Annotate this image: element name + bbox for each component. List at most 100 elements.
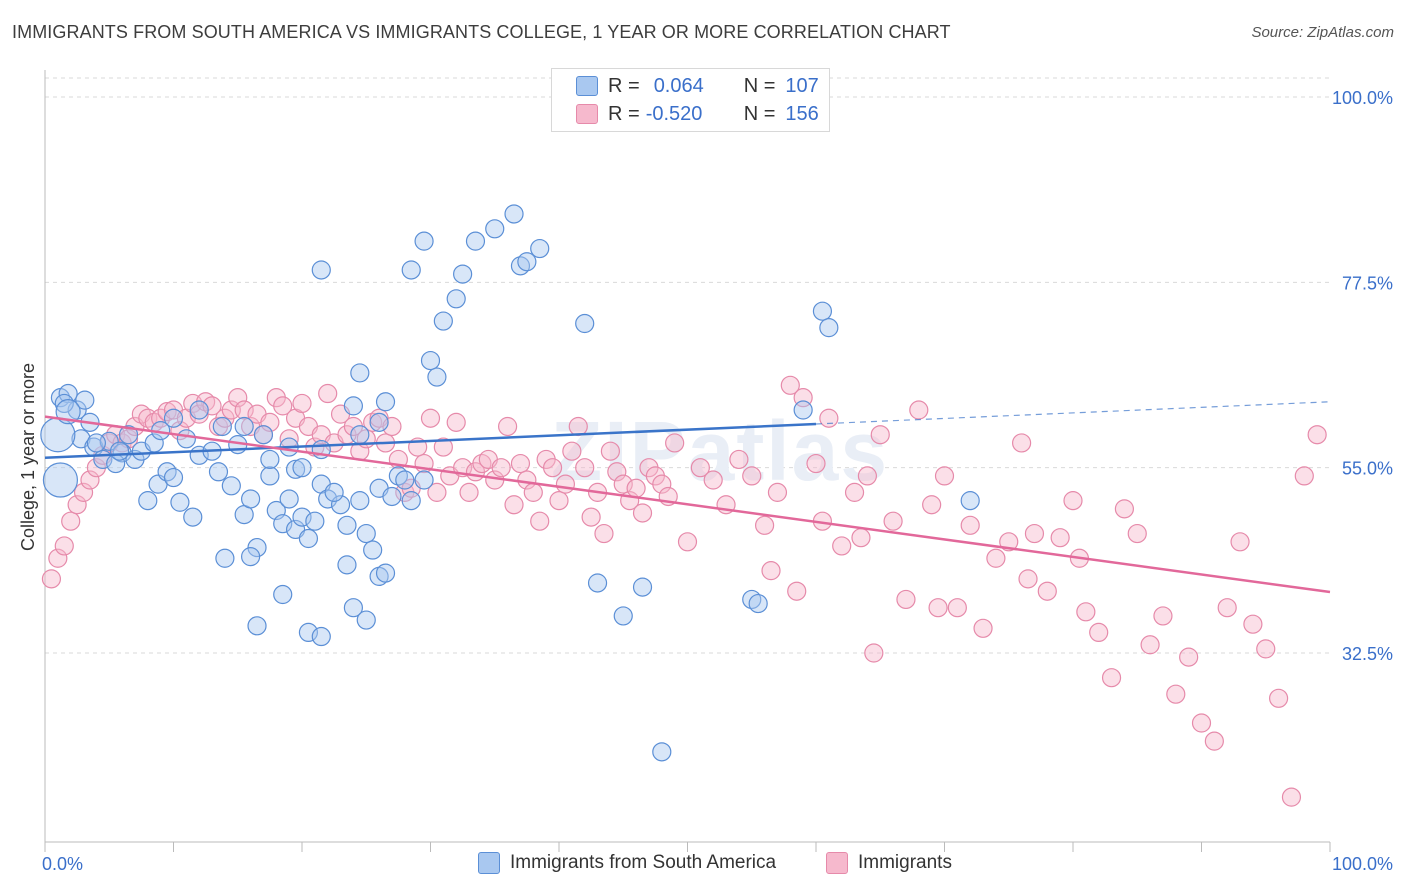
data-point-south-america [337,555,357,575]
data-point-immigrants [228,388,248,408]
data-point-immigrants [1063,491,1083,511]
data-point-immigrants [922,495,942,515]
data-point-immigrants [883,511,903,531]
data-point-south-america [305,511,325,531]
data-point-immigrants [1243,614,1263,634]
data-point-immigrants [594,523,614,544]
data-point-south-america [163,467,184,488]
data-point-immigrants [1037,581,1057,601]
data-point-south-america [350,363,370,383]
data-point-south-america [247,616,267,636]
chart-title: IMMIGRANTS FROM SOUTH AMERICA VS IMMIGRA… [12,22,951,42]
data-point-immigrants [677,532,698,552]
data-point-south-america [42,462,79,498]
trend-line-south-america-extension [815,401,1331,425]
legend-row-immigrants: R = -0.520 N = 156 [576,101,819,127]
data-point-immigrants [523,482,543,502]
data-point-immigrants [819,408,839,428]
data-point-south-america [960,491,980,511]
data-point-immigrants [832,536,852,556]
data-point-immigrants [864,643,884,663]
axes [44,70,1331,852]
y-tick-labels: 32.5% 55.0% 77.5% 100.0% [1332,88,1393,664]
data-point-south-america [279,489,299,509]
data-point-immigrants [549,491,569,511]
data-point-south-america [298,528,319,549]
data-point-south-america [485,219,505,239]
data-point-immigrants [851,528,871,548]
data-point-south-america [253,425,274,445]
data-point-south-america [273,584,293,605]
data-point-immigrants [934,466,955,486]
data-point-immigrants [928,598,948,618]
data-point-south-america [311,626,331,647]
data-point-immigrants [530,511,550,531]
y-tick-label: 77.5% [1342,273,1393,293]
data-point-immigrants [510,453,531,474]
data-point-south-america [109,441,130,461]
data-point-immigrants [896,589,916,610]
data-point-immigrants [999,532,1019,552]
data-point-south-america [118,425,139,445]
data-point-immigrants [703,470,723,490]
data-point-immigrants [1140,635,1160,655]
bottom-legend-immigrants: Immigrants [826,852,952,874]
data-point-south-america [530,238,550,259]
data-point-south-america [382,486,402,507]
data-point-south-america [241,547,261,567]
data-point-immigrants [260,412,280,432]
data-point-immigrants [857,466,878,486]
data-point-south-america [343,598,363,618]
data-point-immigrants [1307,425,1327,445]
data-point-immigrants [1127,523,1147,544]
data-point-south-america [793,400,813,420]
data-point-south-america [587,573,608,593]
data-point-south-america [260,449,280,470]
data-point-immigrants [568,416,588,437]
data-point-immigrants [1294,466,1314,486]
bottom-swatch-pink [826,852,848,874]
bottom-swatch-blue [478,852,500,874]
legend-n-value: 107 [785,74,819,97]
data-point-immigrants [433,437,453,457]
data-point-south-america [176,429,196,449]
data-point-immigrants [542,458,563,478]
data-point-immigrants [690,458,710,478]
data-point-immigrants [613,474,633,494]
data-point-south-america [420,350,441,371]
data-point-immigrants [1166,684,1186,704]
data-point-immigrants [1268,688,1289,708]
data-point-immigrants [742,466,762,486]
y-tick-label: 55.0% [1342,459,1393,479]
data-point-south-america [221,476,241,496]
data-point-immigrants [1076,602,1096,622]
data-point-immigrants [1050,528,1070,548]
legend-n-value: 156 [785,102,819,125]
legend-n-label: N = [743,74,776,97]
data-point-south-america [517,252,537,272]
data-point-immigrants [581,507,601,527]
data-point-south-america [55,399,81,425]
data-point-south-america [58,383,78,404]
y-tick-label: 32.5% [1342,644,1393,664]
data-point-south-america [337,515,357,535]
data-point-south-america [324,482,344,502]
y-tick-label: 100.0% [1332,88,1393,108]
data-point-south-america [453,264,473,284]
data-point-immigrants [1018,569,1038,589]
data-point-immigrants [54,536,74,556]
data-point-immigrants [273,396,293,416]
data-point-south-america [375,563,396,583]
data-point-immigrants [1011,433,1032,453]
data-point-immigrants [909,400,929,420]
data-point-south-america [212,416,232,437]
legend-r-value: 0.064 [653,74,704,97]
data-point-immigrants [1217,598,1237,618]
data-point-south-america [363,540,383,560]
data-point-south-america [375,392,396,412]
data-point-immigrants [1281,787,1302,807]
watermark: ZIPatlas [551,404,889,498]
data-point-south-america [330,495,351,515]
data-point-immigrants [41,569,62,589]
